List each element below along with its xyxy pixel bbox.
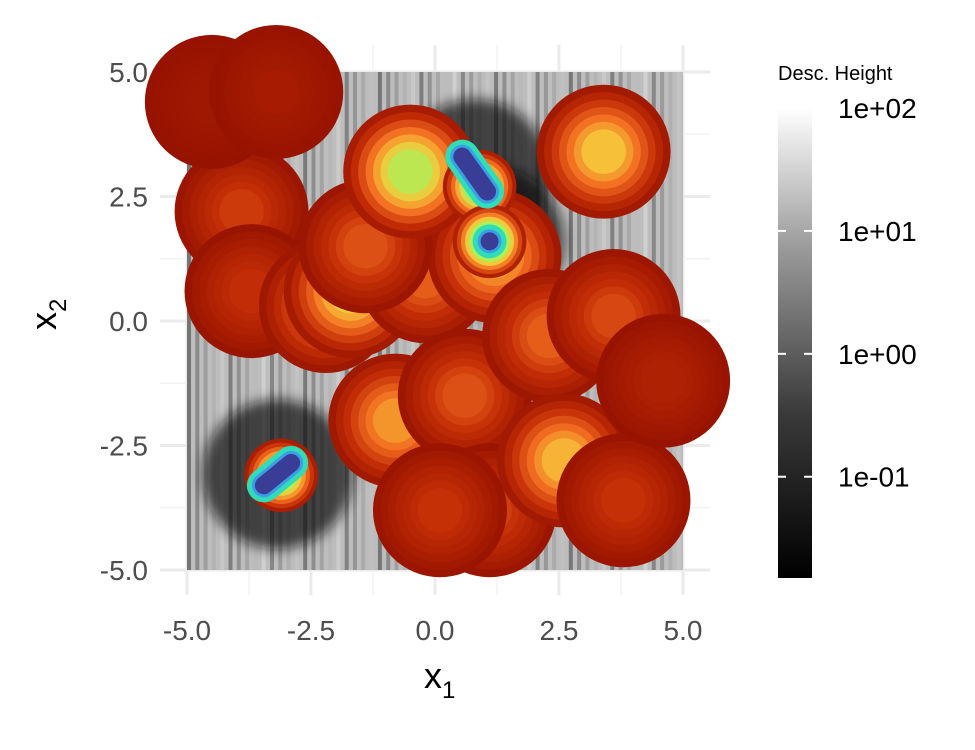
heightfield-stripe (187, 72, 191, 570)
minimum-mark (246, 445, 309, 503)
cluster-ring (219, 189, 264, 234)
point-cluster (556, 433, 691, 568)
cluster-ring (601, 477, 646, 523)
legend-title: Desc. Height (778, 63, 893, 85)
y-tick-label: 0.0 (109, 306, 148, 337)
x-tick-label: 0.0 (416, 615, 455, 646)
x-tick-labels: -5.0 -2.5 0.0 2.5 5.0 (163, 615, 703, 646)
cluster-ring (581, 129, 626, 174)
y-tick-labels: -5.0 -2.5 0.0 2.5 5.0 (100, 57, 148, 586)
y-axis-title: x2 (23, 299, 72, 330)
minimum-core (254, 453, 301, 495)
cluster-ring (417, 487, 463, 533)
point-cluster (596, 313, 731, 448)
legend-colorbar (778, 108, 812, 578)
x-tick-label: -5.0 (163, 615, 211, 646)
minimum-core (453, 147, 497, 201)
point-cluster (536, 84, 671, 219)
minima-points (246, 139, 507, 503)
point-cluster (209, 24, 344, 159)
legend-tick-label: 1e+01 (838, 216, 917, 247)
legend-tick-label: 1e+00 (838, 339, 917, 370)
y-tick-label: -2.5 (100, 431, 148, 462)
point-cluster (343, 104, 478, 239)
cluster-ring (253, 69, 299, 115)
legend-tick-label: 1e+02 (838, 93, 917, 124)
y-tick-label: 2.5 (109, 182, 148, 213)
legend-ticks: 1e+02 1e+01 1e+00 1e-01 (778, 93, 917, 493)
x-axis-title: x1 (424, 655, 455, 704)
cluster-ring (442, 373, 488, 419)
legend-tick-label: 1e-01 (838, 462, 910, 493)
cluster-ring (640, 358, 686, 404)
x-tick-label: 2.5 (540, 615, 579, 646)
x-tick-label: 5.0 (664, 615, 703, 646)
y-tick-label: 5.0 (109, 57, 148, 88)
x-tick-label: -2.5 (287, 615, 335, 646)
y-tick-label: -5.0 (100, 555, 148, 586)
minimum-mark (445, 139, 505, 209)
legend: Desc. Height 1e+02 1e+01 1e+00 1e-01 (778, 63, 917, 578)
cluster-ring (343, 223, 388, 269)
point-cluster (373, 443, 507, 578)
cluster-ring (387, 149, 433, 194)
